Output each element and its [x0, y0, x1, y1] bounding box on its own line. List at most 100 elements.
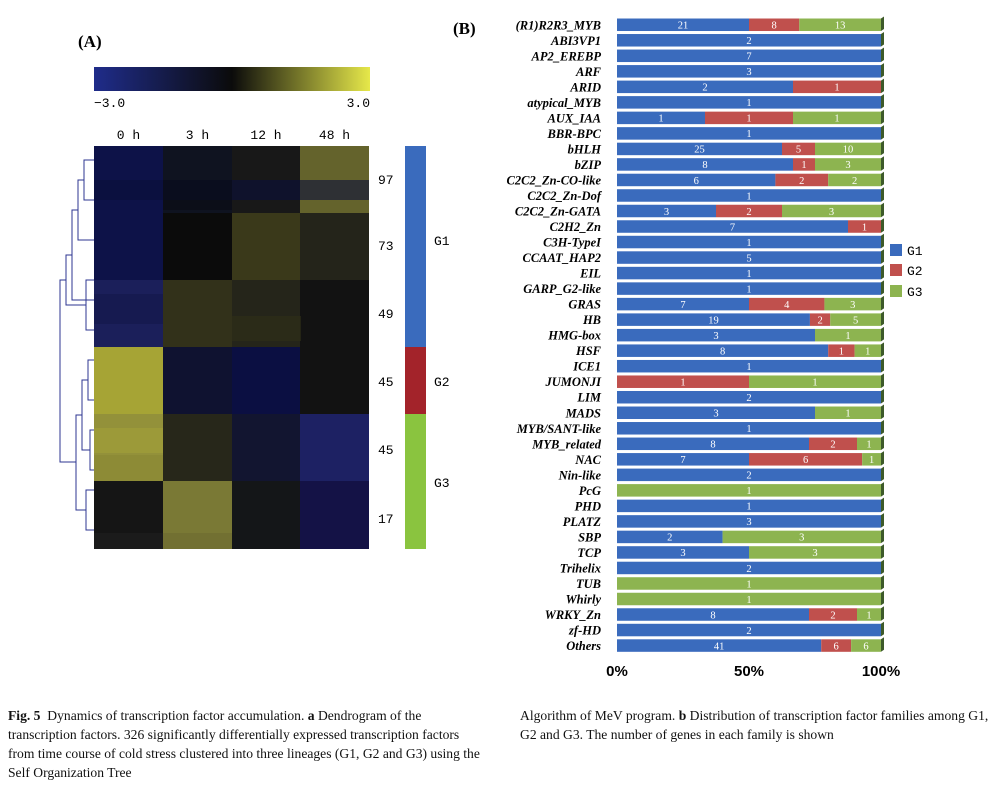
- bar-value-label: 2: [746, 471, 751, 482]
- bar-segment-g1: [617, 204, 716, 218]
- category-label: BBR-BPC: [547, 127, 602, 141]
- timepoint-label: 12 h: [250, 128, 281, 143]
- bar-segment-g1: [617, 437, 809, 451]
- bar-end-cap: [881, 187, 884, 202]
- bar-value-label: 1: [746, 129, 751, 140]
- bar-value-label: 2: [830, 440, 835, 451]
- heatmap-band: [94, 428, 163, 453]
- bar-end-cap: [881, 513, 884, 528]
- bar-segment-g1: [617, 65, 881, 78]
- category-label: C2C2_Zn-Dof: [527, 189, 602, 203]
- category-label: MYB/SANT-like: [516, 422, 602, 436]
- bar-segment-g1: [617, 453, 749, 466]
- dendrogram-branch: [59, 279, 76, 463]
- category-label: CCAAT_HAP2: [523, 251, 602, 265]
- color-scale-bar: [94, 67, 370, 91]
- dendrogram-branch: [77, 179, 94, 241]
- bar-segment-g1: [617, 390, 881, 404]
- caption-segment: Dynamics of transcription factor accumul…: [47, 708, 308, 723]
- bar-end-cap: [881, 497, 884, 513]
- bar-segment-g2: [848, 220, 881, 233]
- category-label: TCP: [577, 546, 601, 560]
- bar-value-label: 3: [713, 409, 718, 420]
- bar-value-label: 2: [746, 36, 751, 47]
- bar-segment-g3: [722, 530, 881, 544]
- bar-segment-g1: [617, 639, 822, 652]
- category-label: zf-HD: [568, 624, 601, 638]
- cluster-count: 17: [378, 512, 394, 527]
- bar-segment-g2: [775, 173, 829, 187]
- caption-segment: a: [307, 708, 315, 723]
- heatmap-cell: [300, 280, 369, 347]
- bar-value-label: 25: [694, 145, 705, 156]
- x-tick-label: 100%: [862, 663, 900, 680]
- group-bar-g3: [405, 414, 426, 549]
- bar-segment-g2: [793, 158, 815, 171]
- bar-segment-g1: [617, 49, 881, 63]
- bar-value-label: 1: [834, 83, 839, 94]
- bar-value-label: 7: [680, 300, 685, 311]
- timepoint-label: 3 h: [186, 128, 209, 143]
- legend-swatch: [890, 244, 902, 256]
- bar-segment-g3: [815, 142, 881, 156]
- bar-segment-g1: [617, 127, 881, 140]
- bar-value-label: 2: [746, 564, 751, 575]
- bar-value-label: 2: [746, 626, 751, 637]
- bar-segment-g2: [809, 313, 831, 326]
- bar-segment-g1: [617, 359, 881, 373]
- bar-value-label: 7: [746, 52, 751, 63]
- heatmap-band: [94, 455, 163, 481]
- bar-segment-g1: [617, 468, 881, 482]
- bar-value-label: 2: [746, 393, 751, 404]
- caption-fig-label: Fig. 5: [8, 708, 41, 723]
- bar-segment-g1: [617, 282, 881, 295]
- bar-segment-g1: [617, 18, 749, 32]
- bar-value-label: 1: [869, 455, 874, 466]
- bar-segment-g3: [749, 375, 881, 388]
- category-label: AP2_EREBP: [531, 49, 602, 63]
- bar-value-label: 7: [730, 222, 735, 233]
- caption-segment: Distribution of transcription factor fam…: [520, 708, 989, 742]
- bar-end-cap: [881, 63, 884, 78]
- bar-segment-g1: [617, 328, 815, 342]
- dendrogram-branch: [83, 159, 94, 201]
- bar-value-label: 6: [834, 641, 839, 652]
- x-tick-label: 0%: [606, 663, 628, 680]
- bar-value-label: 1: [746, 362, 751, 373]
- bar-segment-g3: [815, 328, 881, 342]
- heatmap-cell: [300, 481, 369, 549]
- bar-end-cap: [881, 404, 884, 420]
- bar-segment-g3: [824, 297, 881, 311]
- bar-end-cap: [881, 140, 884, 156]
- heatmap-cell: [94, 347, 163, 414]
- heatmap-cell: [232, 414, 300, 481]
- bar-segment-g3: [815, 158, 881, 171]
- heatmap-cell: [232, 481, 300, 549]
- dendrogram-branch: [71, 209, 94, 301]
- bar-value-label: 8: [710, 610, 715, 621]
- heatmap-cell: [300, 414, 369, 481]
- bar-value-label: 1: [746, 579, 751, 590]
- bar-segment-g1: [617, 499, 881, 513]
- bar-value-label: 1: [746, 424, 751, 435]
- bar-segment-g2: [749, 453, 863, 466]
- bar-segment-g2: [749, 18, 800, 32]
- category-label: C2C2_Zn-GATA: [515, 205, 601, 219]
- dendrogram-branch: [75, 414, 86, 511]
- bar-value-label: 3: [664, 207, 669, 218]
- bar-end-cap: [881, 621, 884, 637]
- bar-end-cap: [881, 451, 884, 466]
- category-label: WRKY_Zn: [545, 608, 601, 622]
- bar-value-label: 2: [852, 176, 857, 187]
- bar-segment-g1: [617, 530, 723, 544]
- caption-left-column: Fig. 5 Dynamics of transcription factor …: [8, 706, 486, 782]
- bar-value-label: 1: [866, 440, 871, 451]
- bar-value-label: 1: [680, 378, 685, 389]
- bar-end-cap: [881, 311, 884, 326]
- bar-segment-g3: [857, 608, 881, 621]
- bar-value-label: 3: [799, 533, 804, 544]
- bar-end-cap: [881, 435, 884, 451]
- cluster-count: 45: [378, 375, 394, 390]
- heatmap-band: [232, 316, 301, 341]
- category-label: C2C2_Zn-CO-like: [507, 173, 602, 187]
